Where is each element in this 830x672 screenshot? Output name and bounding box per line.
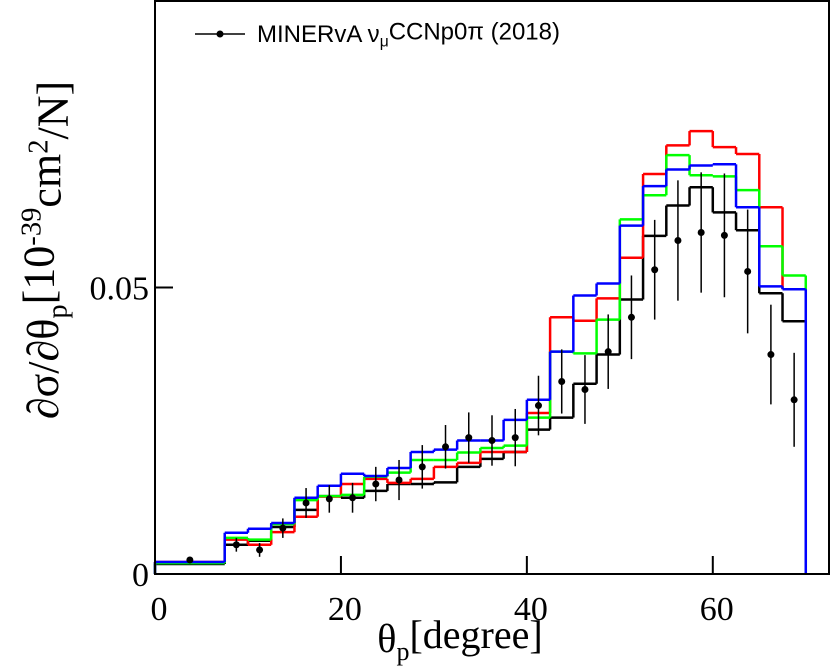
y-axis-label: ∂σ/∂θp[10-39cm2/N] bbox=[14, 81, 77, 419]
text-part: ∂σ/∂θ bbox=[19, 319, 68, 420]
y-tick-label: 0.05 bbox=[90, 271, 150, 308]
text-part: θ bbox=[377, 616, 396, 661]
histogram bbox=[153, 129, 808, 574]
histogram bbox=[153, 153, 808, 574]
data-point bbox=[744, 267, 752, 275]
data-point bbox=[488, 436, 496, 444]
data-point bbox=[325, 495, 333, 503]
plot-frame bbox=[154, 0, 830, 575]
y-tick-label: 0 bbox=[132, 557, 149, 594]
data-point bbox=[674, 237, 682, 245]
text-part: [10 bbox=[14, 246, 63, 305]
data-point bbox=[186, 556, 194, 564]
data-point bbox=[256, 546, 264, 554]
text-part: /N] bbox=[28, 81, 77, 140]
data-point bbox=[720, 231, 728, 239]
data-point bbox=[442, 443, 450, 451]
data-point bbox=[604, 348, 612, 356]
data-point bbox=[232, 541, 240, 549]
text-part: CCNp0π (2018) bbox=[389, 18, 560, 45]
text-part: cm bbox=[21, 154, 70, 208]
histogram bbox=[153, 163, 808, 574]
x-tick-label: 0 bbox=[151, 591, 168, 628]
data-point bbox=[279, 524, 287, 532]
data-point bbox=[349, 494, 357, 502]
x-axis-label: θp[degree] bbox=[377, 612, 542, 666]
data-point bbox=[372, 480, 380, 488]
data-point bbox=[558, 377, 566, 385]
data-point bbox=[581, 385, 589, 393]
text-part: -39 bbox=[17, 208, 48, 246]
text-part: 2 bbox=[23, 140, 54, 154]
legend-label: MINERvA νμCCNp0π (2018) bbox=[257, 18, 560, 50]
data-point bbox=[767, 351, 775, 359]
data-point bbox=[465, 434, 473, 442]
histogram bbox=[153, 185, 808, 574]
data-point bbox=[511, 434, 519, 442]
legend-marker bbox=[216, 30, 224, 38]
data-point bbox=[418, 463, 426, 471]
data-point bbox=[651, 266, 659, 274]
data-point bbox=[697, 228, 705, 236]
text-part: MINERvA ν bbox=[257, 21, 380, 48]
data-point bbox=[627, 313, 635, 321]
x-tick-label: 60 bbox=[700, 591, 734, 628]
x-tick-label: 20 bbox=[328, 591, 362, 628]
text-part: p bbox=[396, 637, 409, 666]
text-part: μ bbox=[380, 34, 389, 51]
x-tick-label: 40 bbox=[514, 591, 548, 628]
text-part: p bbox=[43, 304, 74, 318]
data-point bbox=[790, 396, 798, 404]
data-point bbox=[534, 402, 542, 410]
data-point bbox=[395, 476, 403, 484]
data-point bbox=[302, 499, 310, 507]
text-part: [degree] bbox=[409, 612, 542, 657]
